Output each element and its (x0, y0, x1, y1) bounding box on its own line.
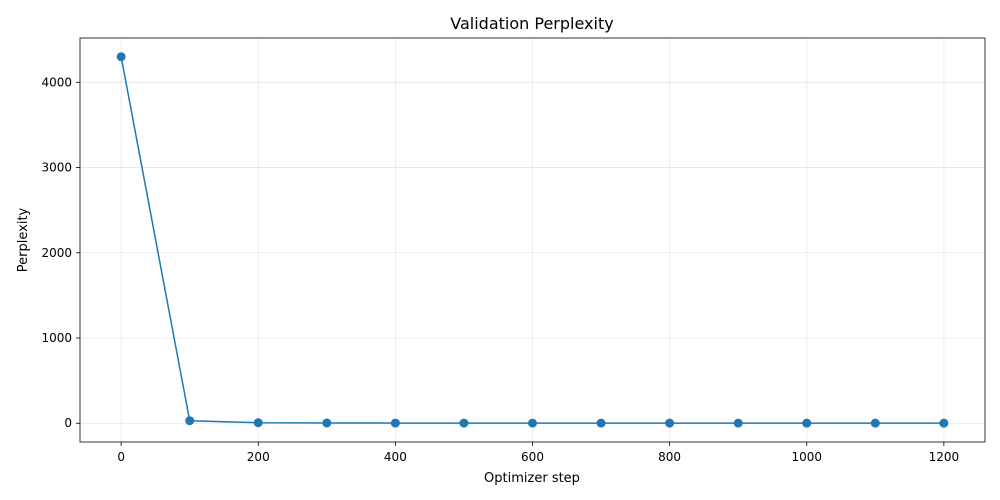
x-tick-label: 400 (384, 450, 407, 464)
x-tick-label: 1000 (791, 450, 822, 464)
y-tick-label: 0 (64, 416, 72, 430)
data-point (733, 418, 743, 428)
data-point (185, 416, 195, 426)
data-point (253, 418, 263, 428)
x-tick-label: 200 (247, 450, 270, 464)
series-layer (116, 52, 949, 428)
data-point (596, 418, 606, 428)
data-point (665, 418, 675, 428)
y-tick-label: 3000 (41, 161, 72, 175)
y-tick-label: 4000 (41, 75, 72, 89)
data-point (390, 418, 400, 428)
data-point (116, 52, 126, 62)
chart-title: Validation Perplexity (450, 14, 613, 33)
x-tick-label: 800 (658, 450, 681, 464)
data-point (459, 418, 469, 428)
x-axis-label: Optimizer step (484, 471, 580, 486)
x-tick-label: 0 (117, 450, 125, 464)
y-tick-label: 2000 (41, 246, 72, 260)
y-axis-label: Perplexity (16, 207, 31, 272)
x-axis: 0 200 400 600 800 1000 1200 (117, 442, 959, 464)
grid (80, 38, 985, 442)
y-axis: 0 1000 2000 3000 4000 (41, 75, 80, 430)
data-point (802, 418, 812, 428)
data-point (870, 418, 880, 428)
x-tick-label: 600 (521, 450, 544, 464)
y-tick-label: 1000 (41, 331, 72, 345)
x-tick-label: 1200 (929, 450, 960, 464)
data-point (939, 418, 949, 428)
data-point (322, 418, 332, 428)
data-point (528, 418, 537, 428)
